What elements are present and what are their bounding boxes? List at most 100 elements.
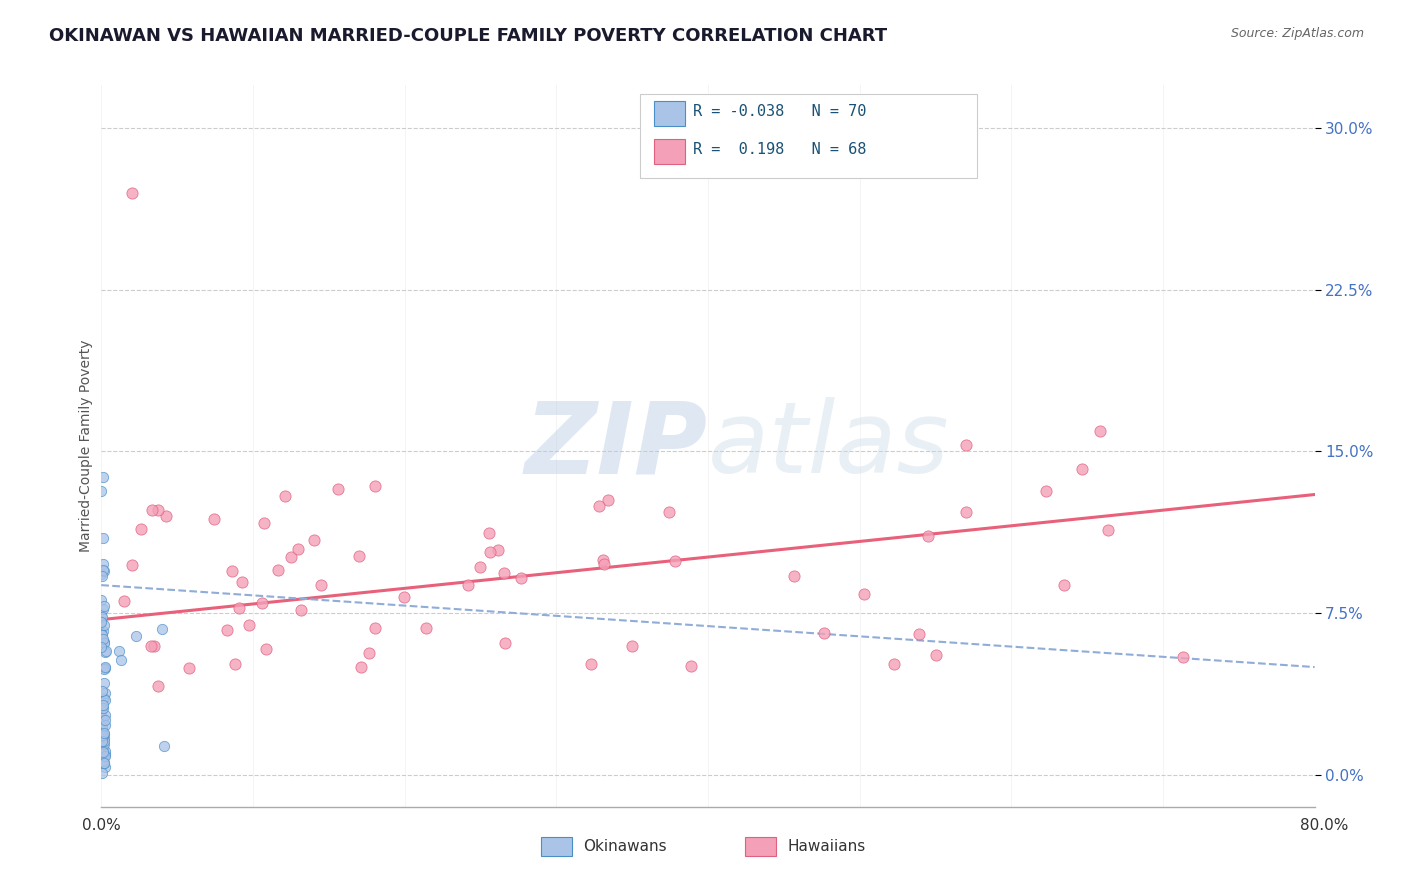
Point: [90, 729, 112, 743]
Point: [681, 658, 703, 673]
Text: 80.0%: 80.0%: [1301, 818, 1348, 832]
Point: [91, 558, 114, 572]
Point: [592, 557, 614, 571]
Point: [94, 644, 117, 658]
Point: [1035, 484, 1057, 499]
Point: [925, 648, 948, 663]
Point: [93, 748, 115, 763]
Point: [93, 726, 115, 740]
Point: [141, 503, 163, 517]
Point: [486, 543, 509, 558]
Point: [90, 684, 112, 698]
Point: [91, 714, 114, 728]
Point: [90, 610, 112, 624]
Point: [215, 623, 238, 637]
Point: [91, 709, 114, 723]
Point: [883, 657, 905, 671]
Point: [457, 578, 479, 592]
Point: [121, 186, 143, 200]
Point: [112, 594, 135, 608]
Point: [93, 601, 115, 615]
Point: [93, 675, 115, 690]
Point: [664, 554, 686, 568]
Point: [90, 625, 112, 640]
Point: [907, 627, 929, 641]
Point: [955, 505, 977, 519]
Point: [150, 622, 173, 636]
Point: [93, 662, 115, 676]
Text: R = -0.038   N = 70: R = -0.038 N = 70: [693, 104, 866, 119]
Point: [91, 531, 114, 545]
Point: [347, 549, 370, 563]
Point: [1088, 425, 1111, 439]
Point: [90, 593, 112, 607]
Point: [415, 621, 437, 635]
Point: [91, 632, 114, 647]
Point: [274, 489, 297, 503]
Point: [93, 727, 115, 741]
Point: [91, 470, 114, 484]
Point: [94, 714, 117, 728]
Point: [94, 718, 117, 732]
Point: [90, 640, 112, 654]
Point: [91, 745, 114, 759]
Point: [254, 642, 277, 657]
Point: [129, 522, 152, 536]
Text: Hawaiians: Hawaiians: [787, 839, 866, 854]
Point: [224, 657, 246, 671]
Text: atlas: atlas: [709, 398, 949, 494]
Point: [91, 728, 114, 742]
Point: [478, 545, 501, 559]
Point: [91, 741, 114, 756]
Point: [91, 703, 114, 717]
Point: [93, 636, 115, 650]
Point: [588, 499, 610, 513]
Point: [91, 698, 114, 713]
Text: 0.0%: 0.0%: [82, 818, 121, 832]
Text: ZIP: ZIP: [524, 398, 709, 494]
Point: [509, 571, 531, 585]
Point: [93, 747, 115, 761]
Point: [468, 560, 491, 574]
Point: [110, 653, 132, 667]
Point: [250, 596, 273, 610]
Point: [93, 690, 115, 705]
Point: [91, 722, 114, 736]
Point: [91, 736, 114, 750]
Point: [494, 566, 516, 580]
Point: [91, 691, 114, 706]
Point: [1070, 461, 1092, 475]
Point: [280, 549, 302, 564]
Point: [94, 660, 117, 674]
Point: [221, 565, 243, 579]
Point: [579, 657, 602, 672]
Point: [478, 526, 501, 541]
Point: [91, 755, 114, 769]
Point: [94, 692, 117, 706]
Point: [90, 483, 112, 498]
Point: [121, 558, 143, 572]
Point: [153, 739, 176, 753]
Point: [90, 566, 112, 581]
Point: [955, 438, 977, 452]
Point: [267, 563, 290, 577]
Point: [91, 700, 114, 714]
Point: [394, 590, 416, 604]
Point: [91, 628, 114, 642]
Point: [90, 607, 112, 622]
Point: [231, 575, 253, 590]
Point: [592, 553, 614, 567]
Text: R =  0.198   N = 68: R = 0.198 N = 68: [693, 143, 866, 157]
Point: [93, 756, 115, 770]
Point: [326, 482, 349, 496]
Text: Okinawans: Okinawans: [583, 839, 666, 854]
Point: [364, 479, 387, 493]
Point: [146, 679, 169, 693]
Point: [108, 644, 131, 658]
Point: [596, 492, 619, 507]
Point: [90, 614, 112, 628]
Point: [90, 615, 112, 629]
Point: [93, 734, 115, 748]
Point: [139, 639, 162, 653]
Point: [93, 617, 115, 632]
